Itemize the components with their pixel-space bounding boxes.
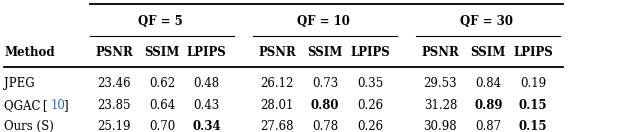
Text: Method: Method <box>4 46 55 59</box>
Text: 0.70: 0.70 <box>148 120 175 132</box>
Text: 0.34: 0.34 <box>193 120 221 132</box>
Text: LPIPS: LPIPS <box>187 46 227 59</box>
Text: 0.84: 0.84 <box>476 77 501 90</box>
Text: 0.78: 0.78 <box>312 120 338 132</box>
Text: SSIM: SSIM <box>307 46 343 59</box>
Text: ]: ] <box>63 99 68 112</box>
Text: 0.26: 0.26 <box>357 99 383 112</box>
Text: LPIPS: LPIPS <box>513 46 553 59</box>
Text: 0.48: 0.48 <box>194 77 220 90</box>
Text: 0.62: 0.62 <box>149 77 175 90</box>
Text: 29.53: 29.53 <box>424 77 457 90</box>
Text: 0.15: 0.15 <box>519 99 547 112</box>
Text: 27.68: 27.68 <box>260 120 294 132</box>
Text: 25.19: 25.19 <box>97 120 131 132</box>
Text: QF = 10: QF = 10 <box>297 15 349 28</box>
Text: 0.26: 0.26 <box>357 120 383 132</box>
Text: JPEG: JPEG <box>4 77 35 90</box>
Text: 28.01: 28.01 <box>260 99 294 112</box>
Text: 0.73: 0.73 <box>312 77 339 90</box>
Text: QF = 30: QF = 30 <box>460 15 513 28</box>
Text: 0.80: 0.80 <box>311 99 339 112</box>
Text: LPIPS: LPIPS <box>350 46 390 59</box>
Text: SSIM: SSIM <box>144 46 180 59</box>
Text: 0.19: 0.19 <box>520 77 546 90</box>
Text: 0.35: 0.35 <box>356 77 383 90</box>
Text: 0.89: 0.89 <box>474 99 502 112</box>
Text: SSIM: SSIM <box>470 46 506 59</box>
Text: QF = 5: QF = 5 <box>138 15 182 28</box>
Text: 0.64: 0.64 <box>148 99 175 112</box>
Text: PSNR: PSNR <box>259 46 296 59</box>
Text: 26.12: 26.12 <box>260 77 294 90</box>
Text: QGAC [: QGAC [ <box>4 99 48 112</box>
Text: 23.85: 23.85 <box>97 99 131 112</box>
Text: 0.43: 0.43 <box>193 99 220 112</box>
Text: 10: 10 <box>51 99 65 112</box>
Text: Ours (S): Ours (S) <box>4 120 54 132</box>
Text: 0.15: 0.15 <box>519 120 547 132</box>
Text: 31.28: 31.28 <box>424 99 457 112</box>
Text: PSNR: PSNR <box>95 46 132 59</box>
Text: 30.98: 30.98 <box>424 120 457 132</box>
Text: PSNR: PSNR <box>422 46 459 59</box>
Text: 0.87: 0.87 <box>476 120 501 132</box>
Text: 23.46: 23.46 <box>97 77 131 90</box>
